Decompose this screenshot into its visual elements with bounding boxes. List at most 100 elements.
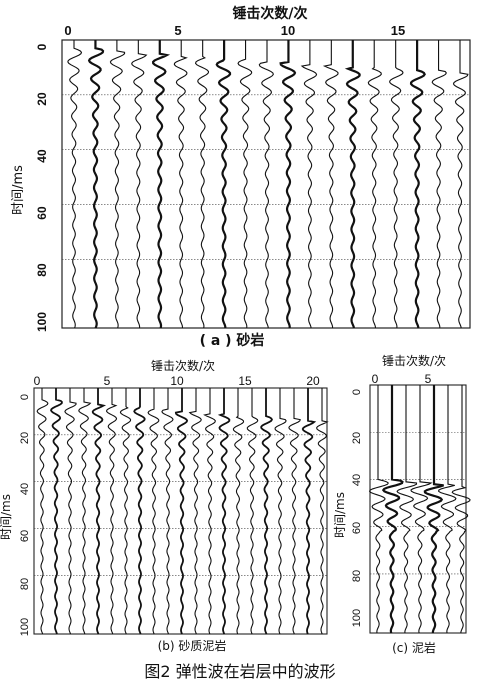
panel-b-x-tick: 10 <box>170 374 184 388</box>
seismic-trace <box>194 40 210 329</box>
panel-c-y-tick: 40 <box>351 474 363 486</box>
seismic-trace <box>258 40 274 329</box>
seismic-trace <box>147 388 160 635</box>
seismic-trace <box>396 385 418 634</box>
panel-b-y-tick: 100 <box>19 618 31 636</box>
panel-a-y-tick: 40 <box>35 149 49 163</box>
panel-a-x-tick: 15 <box>391 23 405 38</box>
seismic-trace <box>131 40 148 329</box>
panel-c-frame <box>369 384 467 634</box>
panel-b-y-tick: 80 <box>19 578 31 590</box>
panel-c-y-title: 时间/ms <box>333 492 347 538</box>
seismic-trace <box>431 40 447 329</box>
seismic-trace <box>36 388 49 635</box>
panel-a-y-tick: 60 <box>35 206 49 220</box>
seismic-trace <box>409 40 426 329</box>
seismic-trace <box>344 40 361 329</box>
seismic-trace <box>301 388 317 635</box>
seismic-trace <box>188 388 202 635</box>
seismic-trace <box>246 388 259 635</box>
seismic-trace <box>109 40 126 329</box>
seismic-trace <box>119 388 132 635</box>
panel-c-x-title: 锤击次数/次 <box>382 353 446 368</box>
panel-b-x-tick: 5 <box>104 374 111 388</box>
seismic-trace <box>300 40 318 329</box>
panel-b-grid <box>34 434 327 576</box>
seismic-trace <box>279 40 297 329</box>
seismic-trace <box>50 388 63 635</box>
panel-a-x-tick: 10 <box>281 23 295 38</box>
panel-b-frame <box>33 387 328 635</box>
seismic-trace <box>174 388 189 635</box>
seismic-trace <box>78 388 92 635</box>
seismic-trace <box>217 388 231 635</box>
panel-b-y-tick: 0 <box>19 394 31 400</box>
panel-a-x-tick: 5 <box>174 23 181 38</box>
panel-a-x-title: 锤击次数/次 <box>232 5 307 22</box>
seismic-trace <box>389 40 404 329</box>
panel-c-label: (c) 泥岩 <box>392 640 436 655</box>
panel-a-sandstone: 锤击次数/次 0 5 10 15 0 20 40 60 80 100 时间/ms… <box>11 5 471 349</box>
panel-b-y-tick: 60 <box>19 530 31 542</box>
seismic-trace <box>451 385 471 634</box>
panel-c-x-tick: 0 <box>372 372 379 386</box>
seismic-trace <box>173 40 188 328</box>
seismic-trace <box>322 40 339 329</box>
seismic-trace <box>423 385 444 634</box>
seismic-trace <box>410 385 433 634</box>
seismic-trace <box>316 388 329 635</box>
panel-b-x-title: 锤击次数/次 <box>151 358 215 373</box>
panel-c-x-tick: 5 <box>425 372 432 386</box>
panel-c-y-tick: 0 <box>351 389 363 395</box>
seismic-trace <box>67 40 83 329</box>
panel-a-x-tick: 0 <box>64 23 71 38</box>
panel-c-y-tick: 100 <box>351 609 363 627</box>
panel-b-y-tick: 40 <box>19 483 31 495</box>
seismic-trace <box>151 40 171 329</box>
seismic-trace <box>232 388 245 635</box>
panel-b-traces <box>36 388 329 635</box>
seismic-trace <box>260 388 273 635</box>
panel-a-y-tick: 0 <box>35 43 49 50</box>
seismic-trace <box>215 40 232 329</box>
panel-b-y-title: 时间/ms <box>0 494 13 540</box>
panel-c-y-tick: 60 <box>351 522 363 534</box>
seismic-trace <box>368 385 389 634</box>
panel-a-grid <box>62 94 470 260</box>
panel-b-x-tick: 15 <box>238 374 252 388</box>
seismic-trace <box>438 385 457 634</box>
seismic-trace <box>237 40 253 329</box>
panel-a-y-title: 时间/ms <box>11 165 26 215</box>
seismic-trace <box>288 388 301 635</box>
seismic-trace <box>87 40 105 329</box>
seismic-trace <box>133 388 146 635</box>
seismic-trace <box>203 388 216 635</box>
panel-b-y-tick: 20 <box>19 432 31 444</box>
panel-c-grid <box>370 431 466 575</box>
panel-a-frame <box>61 39 471 329</box>
seismic-trace <box>161 388 174 635</box>
seismic-trace <box>367 40 382 329</box>
panel-b-sandy-mudstone: 锤击次数/次 0 5 10 15 20 0 20 40 60 80 100 时间… <box>0 358 329 653</box>
panel-a-y-tick: 80 <box>35 263 49 277</box>
panel-b-label: (b) 砂质泥岩 <box>158 638 227 653</box>
panel-a-y-tick: 100 <box>35 312 49 332</box>
panel-b-x-tick: 0 <box>34 374 41 388</box>
panel-c-mudstone: 锤击次数/次 0 5 0 20 40 60 80 100 时间/ms (c) 泥… <box>333 353 471 655</box>
seismic-trace <box>274 388 287 635</box>
seismic-trace <box>381 385 404 634</box>
panel-c-y-tick: 20 <box>351 432 363 444</box>
seismic-trace <box>64 388 77 635</box>
panel-b-x-tick: 20 <box>306 374 320 388</box>
seismic-trace <box>106 388 118 635</box>
panel-c-traces <box>368 385 471 634</box>
panel-c-y-tick: 80 <box>351 570 363 582</box>
panel-a-traces <box>67 40 469 329</box>
figure-caption: 图2 弹性波在岩层中的波形 <box>144 662 335 681</box>
seismic-trace <box>91 388 107 635</box>
seismic-trace <box>452 40 469 329</box>
panel-a-label: ( a ) 砂岩 <box>200 332 265 349</box>
panel-a-y-tick: 20 <box>35 92 49 106</box>
